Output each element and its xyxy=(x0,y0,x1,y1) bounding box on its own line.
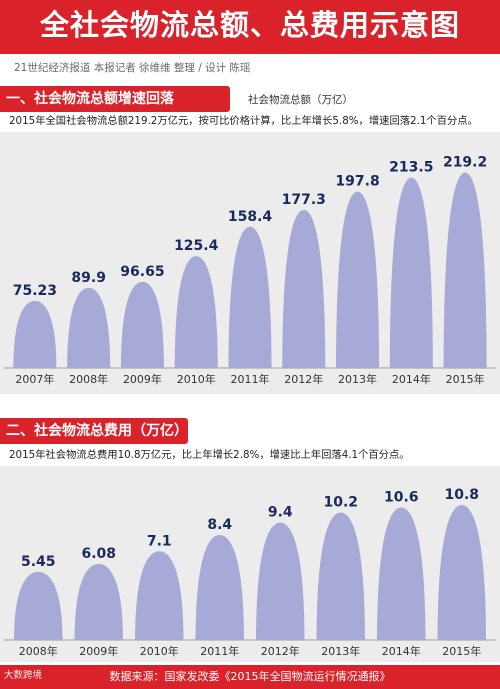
x-tick-label: 2013年 xyxy=(321,644,360,658)
value-label: 219.2 xyxy=(443,155,487,171)
value-label: 89.9 xyxy=(71,270,106,286)
x-tick-label: 2014年 xyxy=(382,644,421,658)
chart-2-logistics-cost: 5.45 2008年 6.08 2009年 7.1 2010年 8.4 2011年 9.4 201… xyxy=(4,487,496,658)
watermark-logo: 大数跨境 xyxy=(4,670,43,681)
section-1-unit: 社会物流总额（万亿） xyxy=(248,94,353,106)
bar-2012年 xyxy=(256,522,305,640)
bar-2007年 xyxy=(13,300,57,368)
x-tick-label: 2012年 xyxy=(284,372,323,386)
value-label: 10.8 xyxy=(444,487,479,503)
bar-2008年 xyxy=(67,287,111,368)
value-label: 10.2 xyxy=(323,495,358,511)
bar-2012年 xyxy=(282,209,326,368)
bar-2013年 xyxy=(336,191,380,368)
title-banner xyxy=(0,0,500,52)
value-label: 96.65 xyxy=(120,264,164,280)
section-2-header: 二、社会物流总费用（万亿） xyxy=(0,418,188,444)
value-label: 5.45 xyxy=(21,554,56,570)
bar-2013年 xyxy=(316,512,365,640)
bar-2014年 xyxy=(377,507,426,640)
x-tick-label: 2008年 xyxy=(69,372,108,386)
data-source: 数据来源：国家发改委《2015年全国物流运行情况通报》 xyxy=(109,670,391,683)
x-tick-label: 2012年 xyxy=(261,644,300,658)
x-tick-label: 2009年 xyxy=(79,644,118,658)
bar-2015年 xyxy=(443,172,487,368)
x-tick-label: 2010年 xyxy=(177,372,216,386)
bar-2011年 xyxy=(195,535,244,640)
bar-2010年 xyxy=(174,256,218,368)
x-tick-label: 2013年 xyxy=(338,372,377,386)
section-2-title: 二、社会物流总费用（万亿） xyxy=(6,423,188,439)
x-tick-label: 2011年 xyxy=(200,644,239,658)
x-tick-label: 2014年 xyxy=(392,372,431,386)
footer-bar: 数据来源：国家发改委《2015年全国物流运行情况通报》 xyxy=(0,665,500,689)
title-banner-stripe xyxy=(0,48,500,54)
value-label: 125.4 xyxy=(174,238,219,254)
bar-2009年 xyxy=(120,281,164,368)
bar-2015年 xyxy=(437,505,486,640)
value-label: 9.4 xyxy=(268,505,293,521)
value-label: 213.5 xyxy=(389,160,433,176)
value-label: 7.1 xyxy=(147,533,172,549)
chart-1-total-logistics: 75.23 2007年 89.9 2008年 96.65 2009年 125.4 2010年 1… xyxy=(4,155,496,386)
value-label: 177.3 xyxy=(282,192,326,208)
bar-2014年 xyxy=(389,177,433,368)
x-tick-label: 2015年 xyxy=(442,644,481,658)
x-tick-label: 2007年 xyxy=(15,372,54,386)
section-2-description: 2015年社会物流总费用10.8万亿元，比上年增长2.8%，增速比上年回落4.1… xyxy=(9,449,410,461)
bar-2008年 xyxy=(14,571,63,640)
value-label: 6.08 xyxy=(81,546,116,562)
value-label: 158.4 xyxy=(228,209,273,225)
x-tick-label: 2009年 xyxy=(123,372,162,386)
section-1-title: 一、社会物流总额增速回落 xyxy=(6,91,174,107)
value-label: 197.8 xyxy=(335,174,379,190)
x-tick-label: 2011年 xyxy=(231,372,270,386)
bar-2011年 xyxy=(228,226,272,368)
x-tick-label: 2008年 xyxy=(19,644,58,658)
bar-2009年 xyxy=(74,564,123,640)
byline: 21世纪经济报道 本报记者 徐维维 整理 / 设计 陈瑶 xyxy=(14,62,251,74)
x-tick-label: 2015年 xyxy=(446,372,485,386)
section-1-description: 2015年全国社会物流总额219.2万亿元，按可比价格计算，比上年增长5.8%，… xyxy=(9,115,478,127)
page-title: 全社会物流总额、总费用示意图 xyxy=(39,8,460,42)
section-1-header: 一、社会物流总额增速回落 xyxy=(0,86,230,112)
value-label: 10.6 xyxy=(384,490,419,506)
bar-2010年 xyxy=(135,551,184,640)
value-label: 75.23 xyxy=(13,283,57,299)
value-label: 8.4 xyxy=(207,517,232,533)
x-tick-label: 2010年 xyxy=(140,644,179,658)
